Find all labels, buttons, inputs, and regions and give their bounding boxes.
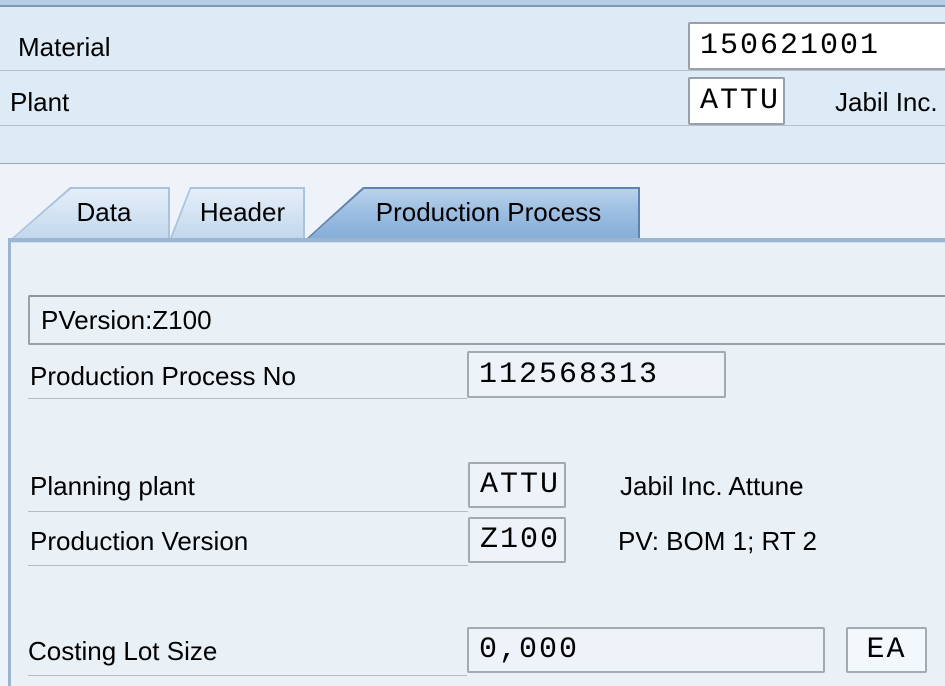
tab-header[interactable]: Header: [170, 187, 305, 238]
tab-production-process[interactable]: Production Process: [307, 187, 640, 238]
production-version-description: PV: BOM 1; RT 2: [618, 526, 817, 556]
tab-header-label: Header: [199, 197, 286, 227]
tab-data-label: Data: [76, 197, 132, 227]
tab-header-fill: [172, 189, 303, 238]
pversion-group-box: PVersion:Z100: [28, 295, 945, 345]
header-row-divider: [0, 125, 945, 126]
panel-left-border: [8, 238, 11, 686]
tab-production-process-fill: [309, 189, 638, 238]
header-section-divider: [0, 163, 945, 164]
row-divider: [28, 565, 468, 566]
panel-top-border: [8, 238, 945, 242]
row-divider: [28, 675, 467, 676]
tab-production-process-label: Production Process: [375, 197, 602, 227]
production-process-no-label: Production Process No: [30, 361, 296, 391]
costing-lot-size-label: Costing Lot Size: [28, 636, 218, 666]
row-divider: [28, 511, 468, 512]
planning-plant-input[interactable]: ATTU: [468, 462, 566, 508]
planning-plant-description: Jabil Inc. Attune: [620, 471, 804, 501]
production-version-input[interactable]: Z100: [468, 517, 566, 563]
panel-border-highlight: [11, 242, 945, 243]
row-divider: [28, 398, 467, 399]
pversion-group-title: PVersion:Z100: [41, 304, 212, 335]
plant-input[interactable]: ATTU: [688, 77, 785, 125]
material-input[interactable]: 150621001: [688, 22, 945, 70]
production-version-label: Production Version: [30, 526, 249, 556]
plant-label: Plant: [10, 87, 70, 117]
planning-plant-label: Planning plant: [30, 471, 195, 501]
production-process-no-input[interactable]: 112568313: [467, 351, 726, 398]
tab-data[interactable]: Data: [12, 187, 170, 238]
material-label: Material: [18, 32, 111, 62]
plant-description: Jabil Inc.: [835, 87, 938, 117]
header-row-divider: [0, 70, 945, 71]
top-divider-bar: [0, 0, 945, 7]
costing-lot-size-input[interactable]: 0,000: [467, 627, 825, 673]
costing-lot-size-unit-input[interactable]: EA: [846, 627, 927, 673]
